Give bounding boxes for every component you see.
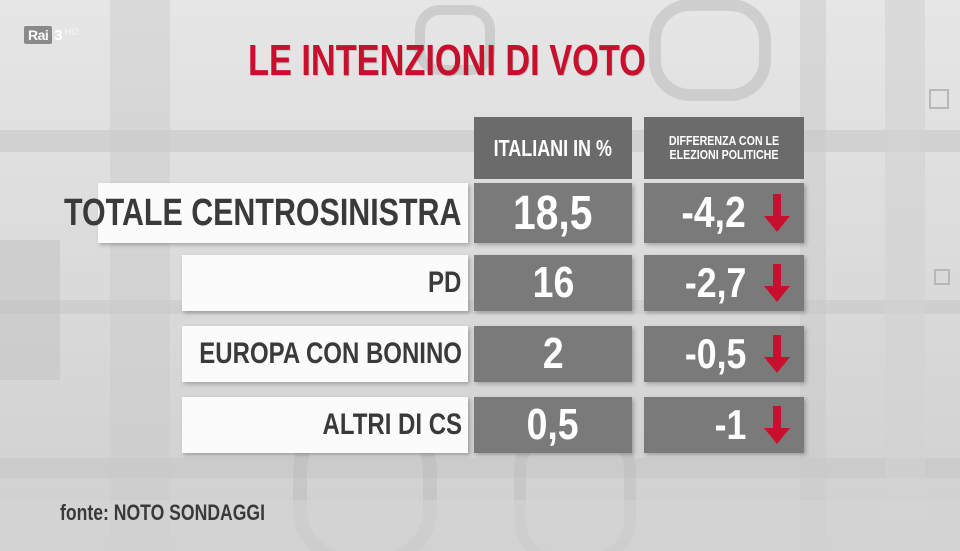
difference-cell: -4,2 [644,183,804,243]
difference-value: -1 [714,401,746,448]
value-cell: 2 [474,326,632,382]
down-arrow-icon [764,406,790,444]
difference-cell: -0,5 [644,326,804,382]
table-row: PD 16 -2,7 [0,255,960,311]
value-cell: 0,5 [474,397,632,453]
chart-title: LE INTENZIONI DI VOTO [248,36,646,85]
column-header-percent-label: ITALIANI IN % [493,134,613,161]
column-header-percent: ITALIANI IN % [474,117,632,179]
percent-value: 16 [532,258,574,307]
column-header-difference-label: DIFFERENZA CON LE ELEZIONI POLITICHE [668,133,780,162]
percent-value: 0,5 [526,400,579,449]
source-note: fonte: NOTO SONDAGGI [60,500,266,525]
row-label: EUROPA CON BONINO [182,326,468,382]
difference-value: -0,5 [684,330,746,377]
row-label: TOTALE CENTROSINISTRA [64,183,468,243]
percent-value: 18,5 [513,186,593,240]
table-row: TOTALE CENTROSINISTRA 18,5 -4,2 [0,183,960,243]
difference-value: -2,7 [684,259,746,306]
difference-value: -4,2 [681,188,746,237]
percent-value: 2 [542,329,564,378]
row-label: ALTRI DI CS [182,397,468,453]
row-label-text: EUROPA CON BONINO [198,337,462,370]
column-header-difference: DIFFERENZA CON LE ELEZIONI POLITICHE [644,117,804,179]
rai-logo-text: Rai [24,26,53,44]
value-cell: 18,5 [474,183,632,243]
hd-badge: HD [64,27,80,38]
table-row: EUROPA CON BONINO 2 -0,5 [0,326,960,382]
row-label-text: PD [428,266,462,299]
rai3-logo: Rai 3 HD [24,24,79,46]
row-label: PD [182,255,468,311]
table-row: ALTRI DI CS 0,5 -1 [0,397,960,453]
channel-number: 3 [54,26,63,44]
row-label-text: ALTRI DI CS [322,408,462,441]
down-arrow-icon [764,194,790,232]
down-arrow-icon [764,264,790,302]
difference-cell: -2,7 [644,255,804,311]
difference-cell: -1 [644,397,804,453]
down-arrow-icon [764,335,790,373]
row-label-text: TOTALE CENTROSINISTRA [64,191,462,234]
value-cell: 16 [474,255,632,311]
